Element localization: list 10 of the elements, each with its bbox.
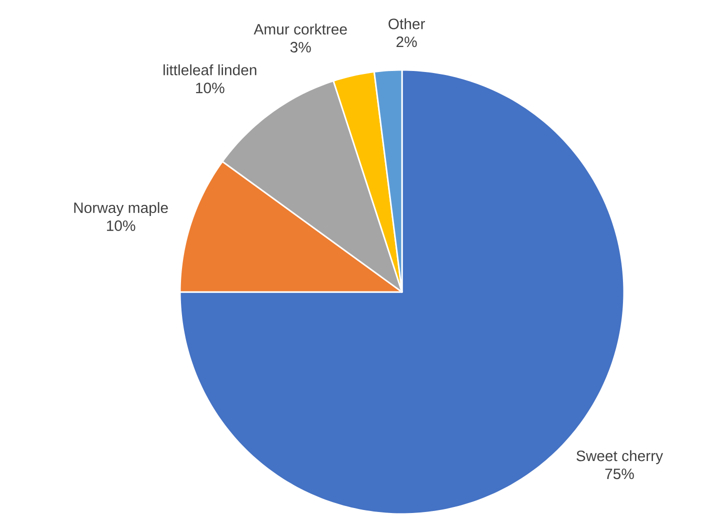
data-label: 10% <box>106 220 136 232</box>
slice-label: littleleaf linden <box>164 64 256 76</box>
slice-label: Amur corktree <box>254 24 347 35</box>
slice-label: Other <box>388 18 425 30</box>
slice-label: Sweet cherry <box>576 450 664 464</box>
data-label: 2% <box>396 36 417 48</box>
data-label: 75% <box>605 468 634 480</box>
data-label: 10% <box>196 82 224 94</box>
slice-label: Norway maple <box>74 202 168 216</box>
data-label: 3% <box>290 42 311 53</box>
